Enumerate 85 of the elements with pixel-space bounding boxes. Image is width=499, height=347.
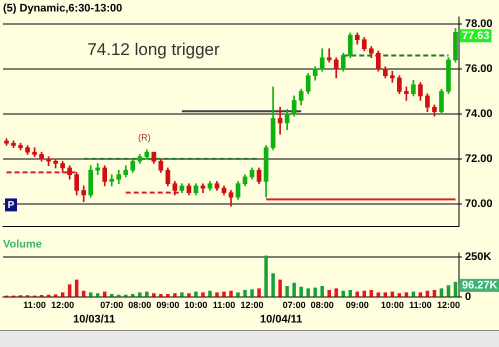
chart-title: (5) Dynamic,6:30-13:00 [3, 2, 122, 15]
bar [418, 292, 422, 297]
bar [110, 294, 114, 297]
x-tick-label: 12:00 [240, 300, 264, 310]
y-tick-label: 72.00 [465, 152, 493, 165]
y-tick-label: 0 [465, 291, 472, 304]
y-tick-label: 76.00 [465, 62, 493, 75]
bar [334, 288, 338, 297]
bar [454, 282, 458, 297]
bar [362, 290, 366, 297]
bar [432, 290, 436, 297]
bar [131, 294, 135, 297]
bar [440, 288, 444, 297]
annotation: P [8, 200, 15, 212]
x-tick-label: 11:00 [212, 300, 236, 310]
x-tick-label: 12:00 [51, 300, 74, 310]
bar [341, 290, 345, 297]
y-tick-label: 74.00 [465, 108, 493, 120]
text: 10/03/11 [73, 314, 116, 326]
bar [292, 282, 296, 297]
bar [376, 292, 380, 297]
x-tick-label: 12:00 [436, 300, 460, 310]
x-tick-label: 08:00 [128, 300, 152, 310]
chart-title: Volume [3, 238, 42, 251]
bar [229, 290, 233, 297]
bar [278, 280, 282, 297]
bar [152, 293, 156, 297]
bar [264, 256, 268, 297]
annotation: (R) [138, 132, 151, 143]
bar [313, 288, 317, 297]
bar [236, 292, 240, 297]
bar [327, 290, 331, 297]
x-tick-label: 09:00 [156, 300, 180, 310]
bar [208, 290, 212, 297]
y-tick-label: 70.00 [465, 198, 493, 210]
bar [187, 293, 191, 297]
bar [384, 292, 388, 297]
text: 10/04/11 [260, 314, 302, 326]
bar [180, 292, 184, 297]
x-tick-label: 11:00 [23, 300, 46, 310]
bar [390, 292, 394, 297]
bar [201, 292, 205, 297]
y-tick-label: 250K [465, 251, 492, 264]
bar [166, 294, 170, 297]
bar [74, 280, 78, 297]
x-tick-label: 09:00 [346, 300, 369, 310]
bar [159, 294, 163, 297]
bar [299, 286, 303, 297]
bar [96, 293, 100, 297]
bar [138, 292, 142, 297]
bar [412, 292, 416, 297]
x-tick-label: 07:00 [100, 300, 124, 310]
bar [173, 293, 177, 297]
x-tick-label: 10:00 [184, 300, 208, 310]
bar [60, 292, 64, 297]
bar [243, 290, 247, 297]
bar [88, 292, 92, 297]
x-tick-label: 11:00 [409, 300, 432, 310]
x-tick-label: 08:00 [310, 300, 334, 310]
bar [215, 292, 219, 297]
bar [257, 288, 261, 297]
bar [446, 285, 450, 297]
y-tick-label: 78.00 [465, 18, 493, 30]
annotation: 74.12 long trigger [87, 40, 220, 60]
bar [102, 292, 106, 297]
bar [222, 292, 226, 297]
bar [250, 289, 254, 297]
bar [426, 290, 430, 297]
bar [320, 286, 324, 297]
x-tick-label: 07:00 [282, 300, 306, 310]
x-tick-label: 10:00 [380, 300, 404, 310]
bar [271, 273, 275, 297]
bar [370, 290, 374, 297]
text: 96.27K [462, 279, 498, 292]
bar [398, 293, 402, 297]
bar [194, 292, 198, 297]
bar [145, 292, 149, 297]
bar [285, 286, 289, 297]
bar [68, 284, 72, 297]
bar [82, 290, 86, 297]
text: 77.63 [462, 30, 490, 42]
bar [306, 288, 310, 297]
bar [356, 292, 360, 297]
bar [348, 290, 352, 297]
bar [404, 292, 408, 297]
